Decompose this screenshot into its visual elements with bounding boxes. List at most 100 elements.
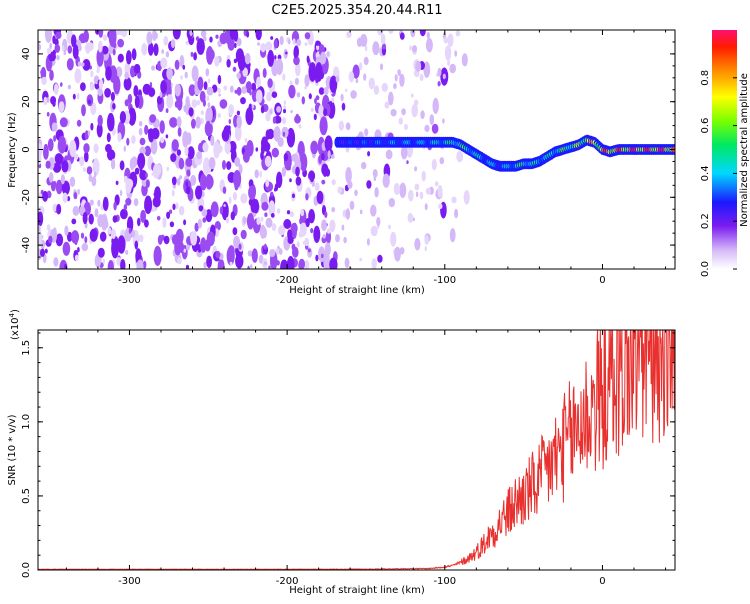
heatmap-noise-speckle: [113, 201, 117, 211]
heatmap-noise-speckle: [385, 149, 393, 160]
heatmap-noise-speckle: [53, 257, 59, 267]
heatmap-noise-speckle: [322, 234, 326, 239]
heatmap-noise-speckle: [234, 125, 242, 142]
heatmap-noise-speckle: [281, 126, 289, 139]
heatmap-noise-speckle: [144, 195, 153, 215]
heatmap-noise-speckle: [165, 51, 170, 58]
heatmap-noise-speckle: [214, 56, 220, 67]
heatmap-noise-speckle: [443, 36, 449, 44]
heatmap-noise-speckle: [415, 191, 419, 198]
heatmap-noise-speckle: [325, 230, 332, 244]
heatmap-noise-speckle: [179, 175, 183, 180]
heatmap-noise-speckle: [54, 44, 61, 53]
heatmap-noise-speckle: [341, 224, 345, 231]
heatmap-noise-speckle: [412, 45, 417, 53]
heatmap-noise-speckle: [93, 171, 97, 178]
heatmap-noise-speckle: [364, 45, 368, 52]
heatmap-noise-speckle: [125, 197, 132, 206]
heatmap-noise-speckle: [301, 96, 305, 105]
heatmap-noise-speckle: [197, 76, 204, 91]
heatmap-noise-speckle: [282, 73, 286, 81]
heatmap-noise-speckle: [186, 132, 192, 145]
heatmap-noise-speckle: [371, 258, 377, 269]
heatmap-noise-speckle: [323, 108, 328, 117]
heatmap-noise-speckle: [379, 63, 384, 71]
heatmap-noise-speckle: [66, 196, 71, 202]
heatmap-noise-speckle: [206, 86, 214, 96]
heatmap-noise-speckle: [89, 199, 94, 206]
heatmap-noise-speckle: [290, 222, 298, 235]
heatmap-noise-speckle: [329, 75, 338, 94]
heatmap-noise-speckle: [110, 91, 115, 102]
heatmap-noise-speckle: [176, 149, 182, 156]
heatmap-noise-speckle: [217, 258, 225, 269]
heatmap-noise-speckle: [141, 183, 148, 197]
heatmap-noise-speckle: [358, 62, 363, 71]
heatmap-noise-speckle: [263, 261, 267, 266]
heatmap-noise-speckle: [90, 70, 94, 78]
snr-x-axis-label: Height of straight line (km): [289, 585, 425, 596]
heatmap-noise-speckle: [270, 191, 274, 197]
heatmap-noise-speckle: [269, 109, 273, 115]
heatmap-noise-speckle: [345, 208, 351, 220]
heatmap-noise-speckle: [187, 146, 195, 160]
heatmap-noise-speckle: [318, 87, 325, 95]
heatmap-noise-speckle: [86, 166, 93, 175]
heatmap-noise-speckle: [77, 247, 80, 253]
heatmap-noise-speckle: [310, 140, 319, 155]
heatmap-noise-speckle: [354, 189, 358, 196]
heatmap-noise-speckle: [206, 255, 213, 268]
heatmap-noise-speckle: [273, 125, 281, 142]
heatmap-noise-speckle: [372, 169, 378, 178]
heatmap-noise-speckle: [144, 219, 149, 228]
heatmap-noise-speckle: [447, 59, 451, 67]
heatmap-noise-speckle: [304, 237, 310, 247]
heatmap-noise-speckle: [292, 38, 296, 45]
y-tick-label: 20: [21, 95, 32, 108]
heatmap-noise-speckle: [111, 238, 119, 259]
heatmap-noise-speckle: [153, 245, 162, 266]
heatmap-noise-speckle: [42, 190, 48, 202]
heatmap-noise-speckle: [195, 185, 203, 200]
heatmap-noise-speckle: [419, 30, 426, 37]
heatmap-noise-speckle: [200, 30, 207, 38]
heatmap-noise-speckle: [139, 170, 148, 181]
heatmap-noise-speckle: [271, 223, 277, 231]
heatmap-noise-speckle: [229, 85, 234, 93]
heatmap-noise-speckle: [58, 101, 65, 113]
heatmap-noise-speckle: [74, 68, 82, 84]
heatmap-noise-speckle: [424, 245, 427, 252]
heatmap-noise-speckle: [345, 167, 352, 184]
heatmap-noise-speckle: [228, 104, 234, 116]
heatmap-noise-speckle: [138, 234, 144, 242]
heatmap-noise-speckle: [335, 75, 340, 83]
heatmap-noise-speckle: [236, 110, 240, 116]
heatmap-noise-speckle: [289, 211, 294, 218]
heatmap-noise-speckle: [170, 153, 177, 163]
heatmap-noise-speckle: [363, 73, 367, 81]
heatmap-noise-speckle: [71, 218, 77, 225]
heatmap-noise-speckle: [207, 78, 211, 84]
heatmap-noise-speckle: [348, 71, 355, 83]
heatmap-noise-speckle: [329, 219, 336, 233]
heatmap-noise-speckle: [117, 235, 126, 254]
heatmap-noise-speckle: [38, 211, 44, 227]
heatmap-noise-speckle: [148, 42, 154, 56]
heatmap-noise-speckle: [310, 175, 314, 183]
heatmap-noise-speckle: [124, 72, 129, 80]
snr-multiplier-exp: 4: [8, 312, 16, 317]
heatmap-noise-speckle: [310, 107, 314, 112]
heatmap-noise-speckle: [255, 30, 262, 41]
heatmap-noise-speckle: [321, 253, 324, 259]
heatmap-noise-speckle: [404, 123, 408, 131]
heatmap-noise-speckle: [97, 87, 103, 97]
heatmap-noise-speckle: [295, 166, 300, 177]
heatmap-noise-speckle: [265, 217, 273, 228]
heatmap-noise-speckle: [225, 216, 229, 224]
heatmap-noise-speckle: [224, 140, 231, 155]
heatmap-noise-speckle: [48, 172, 54, 183]
heatmap-noise-speckle: [242, 216, 247, 224]
heatmap-noise-speckle: [294, 77, 299, 85]
heatmap-noise-speckle: [94, 208, 99, 218]
heatmap-noise-speckle: [97, 247, 105, 258]
